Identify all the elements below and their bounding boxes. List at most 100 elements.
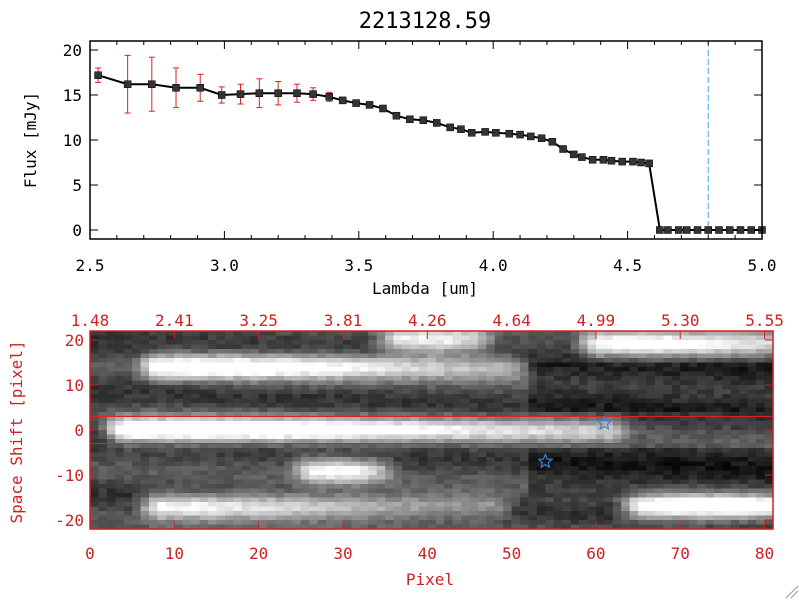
top-tick-label: 5.30 bbox=[661, 311, 700, 330]
image-wavelength-ticks: 1.48 2.41 3.25 3.81 4.26 4.64 4.99 5.30 5.55 bbox=[71, 311, 784, 339]
chart-title: 2213128.59 bbox=[359, 9, 491, 34]
data-point bbox=[338, 96, 347, 105]
data-point bbox=[599, 156, 608, 164]
spectrum-plot-area bbox=[94, 41, 766, 239]
image-x-ticks: 0 10 20 30 40 50 60 70 80 bbox=[85, 521, 774, 563]
data-point bbox=[747, 226, 755, 234]
data-point bbox=[406, 115, 414, 124]
top-tick-label: 3.81 bbox=[324, 311, 363, 330]
data-point bbox=[656, 226, 664, 234]
x-tick-label: 60 bbox=[586, 544, 605, 563]
data-point bbox=[274, 89, 282, 97]
data-point bbox=[172, 84, 180, 92]
data-point bbox=[505, 129, 514, 138]
data-point bbox=[527, 132, 535, 141]
data-point bbox=[293, 89, 301, 97]
data-point bbox=[148, 80, 156, 88]
data-point bbox=[725, 226, 734, 234]
data-point bbox=[481, 128, 489, 136]
data-point bbox=[419, 116, 428, 124]
y-tick-label: 0 bbox=[74, 421, 84, 440]
y-tick-label: 5 bbox=[72, 176, 82, 195]
data-point bbox=[664, 226, 672, 234]
image-x-label: Pixel bbox=[406, 570, 454, 589]
data-point bbox=[467, 129, 476, 137]
x-tick-label: 40 bbox=[418, 544, 437, 563]
data-point bbox=[309, 90, 317, 98]
data-point bbox=[715, 226, 723, 234]
image-y-ticks: 20 10 0 -10 -20 bbox=[55, 331, 773, 530]
star-marker bbox=[596, 414, 613, 431]
y-tick-label: 10 bbox=[65, 376, 84, 395]
data-point bbox=[392, 111, 401, 120]
x-tick-label: 50 bbox=[502, 544, 521, 563]
y-tick-label: 20 bbox=[63, 41, 82, 60]
data-point bbox=[578, 153, 586, 161]
data-point bbox=[704, 226, 712, 234]
data-point bbox=[446, 123, 454, 132]
y-tick-label: -20 bbox=[55, 511, 84, 530]
data-point bbox=[94, 71, 102, 79]
top-tick-label: 4.26 bbox=[408, 311, 447, 330]
x-tick-label: 3.0 bbox=[210, 256, 239, 275]
x-tick-label: 10 bbox=[165, 544, 184, 563]
data-point bbox=[637, 158, 645, 167]
y-tick-label: 0 bbox=[72, 221, 82, 240]
data-point bbox=[123, 80, 132, 88]
image-y-label: Space Shift [pixel] bbox=[7, 340, 26, 523]
top-tick-label: 2.41 bbox=[155, 311, 194, 330]
data-point bbox=[682, 226, 691, 234]
x-tick-label: 30 bbox=[333, 544, 352, 563]
flux-line bbox=[97, 74, 762, 231]
x-tick-label: 3.5 bbox=[344, 256, 373, 275]
top-tick-label: 3.25 bbox=[239, 311, 278, 330]
data-point bbox=[548, 138, 557, 146]
x-tick-label: 20 bbox=[249, 544, 268, 563]
data-point bbox=[537, 134, 546, 142]
data-point bbox=[618, 157, 626, 166]
data-point bbox=[588, 156, 597, 164]
x-tick-label: 4.0 bbox=[479, 256, 508, 275]
data-point bbox=[365, 101, 374, 109]
x-tick-label: 4.5 bbox=[613, 256, 642, 275]
y-tick-label: 20 bbox=[65, 331, 84, 350]
data-point bbox=[736, 226, 745, 234]
y-tick-label: 10 bbox=[63, 131, 82, 150]
spectrum-y-label: Flux [mJy] bbox=[21, 92, 40, 188]
top-tick-label: 5.55 bbox=[745, 311, 784, 330]
y-tick-label: 15 bbox=[63, 86, 82, 105]
data-point bbox=[516, 130, 524, 139]
data-point bbox=[693, 226, 702, 234]
data-point bbox=[645, 159, 653, 168]
x-tick-label: 5.0 bbox=[748, 256, 777, 275]
data-point bbox=[570, 150, 578, 159]
data-point bbox=[674, 226, 683, 234]
data-point bbox=[352, 99, 360, 107]
x-tick-label: 70 bbox=[671, 544, 690, 563]
spectrum-plot-frame bbox=[89, 40, 763, 240]
x-tick-label: 0 bbox=[85, 544, 95, 563]
top-tick-label: 4.99 bbox=[577, 311, 616, 330]
star-marker bbox=[537, 452, 554, 469]
data-point bbox=[559, 145, 567, 153]
data-point bbox=[629, 157, 637, 166]
x-tick-label: 2.5 bbox=[76, 256, 105, 275]
resize-grip-icon[interactable] bbox=[785, 585, 799, 599]
data-point bbox=[325, 93, 333, 101]
data-point bbox=[379, 104, 387, 113]
data-point bbox=[492, 129, 500, 137]
data-point bbox=[255, 89, 264, 97]
data-point bbox=[607, 156, 616, 165]
data-point bbox=[457, 125, 465, 133]
top-tick-label: 4.64 bbox=[492, 311, 531, 330]
spectrum-x-ticks: 2.5 3.0 3.5 4.0 4.5 5.0 bbox=[76, 41, 777, 275]
data-point bbox=[236, 90, 245, 98]
data-point bbox=[196, 84, 204, 92]
top-tick-label: 1.48 bbox=[71, 311, 110, 330]
spectrum-y-ticks: 0 5 10 15 20 bbox=[63, 41, 762, 240]
spectral-image bbox=[90, 331, 774, 530]
data-point bbox=[217, 91, 226, 99]
y-tick-label: -10 bbox=[55, 466, 84, 485]
data-point bbox=[433, 119, 441, 127]
